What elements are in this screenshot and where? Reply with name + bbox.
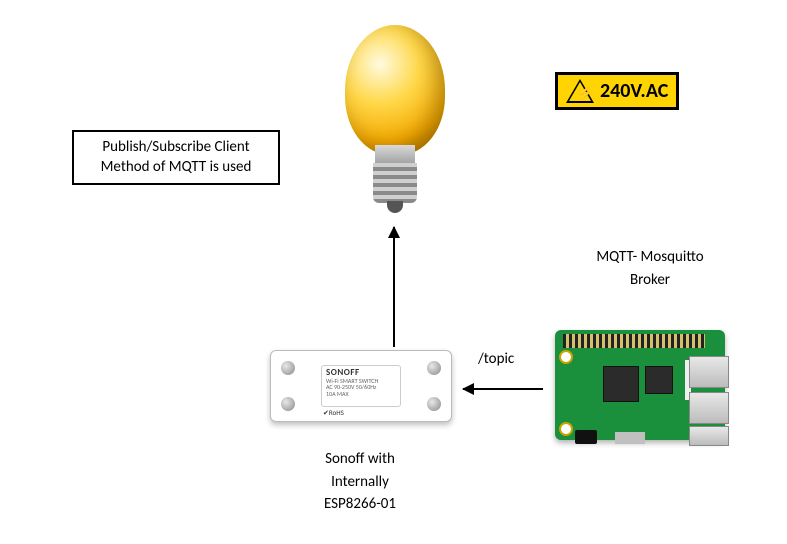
sonoff-panel: SONOFF Wi-Fi SMART SWITCHAC 90-250V 50/6… — [321, 365, 401, 407]
mount-hole-icon — [559, 422, 573, 436]
audio-jack — [575, 430, 597, 444]
textbox-line1: Publish/Subscribe Client — [84, 138, 268, 158]
screw-icon — [427, 361, 441, 375]
bulb-glass — [345, 25, 445, 155]
lightning-icon: ⚡ — [576, 85, 593, 102]
voltage-warning-sign: ⚡ 240V.AC — [555, 72, 679, 110]
sonoff-switch-node: SONOFF Wi-Fi SMART SWITCHAC 90-250V 50/6… — [270, 350, 452, 422]
usb-port — [689, 356, 729, 388]
mount-hole-icon — [559, 350, 573, 364]
sonoff-label: Sonoff with Internally ESP8266-01 — [300, 448, 420, 516]
sonoff-label-line2: Internally — [300, 471, 420, 494]
sonoff-label-line1: Sonoff with — [300, 448, 420, 471]
screw-icon — [281, 361, 295, 375]
bulb-screw-base — [373, 163, 417, 203]
arrowhead-left-icon — [462, 383, 474, 395]
broker-line2: Broker — [570, 269, 730, 292]
arrow-sonoff-to-bulb — [393, 227, 395, 347]
gpio-header — [563, 334, 705, 348]
usb-port — [689, 392, 729, 424]
ethernet-port — [689, 426, 729, 446]
screw-icon — [427, 397, 441, 411]
broker-label: MQTT- Mosquitto Broker — [570, 246, 730, 291]
ram-chip — [645, 366, 673, 394]
warning-triangle-icon: ⚡ — [566, 79, 594, 103]
screw-icon — [281, 397, 295, 411]
mqtt-method-textbox: Publish/Subscribe Client Method of MQTT … — [72, 130, 280, 185]
bulb-tip — [387, 201, 403, 213]
arrow-rpi-to-sonoff — [463, 388, 543, 390]
soc-chip — [603, 366, 639, 402]
sonoff-spec-text: Wi-Fi SMART SWITCHAC 90-250V 50/60Hz10A … — [326, 378, 396, 398]
sonoff-label-line3: ESP8266-01 — [300, 493, 420, 516]
voltage-text: 240V.AC — [600, 79, 668, 103]
bulb-neck — [375, 145, 415, 165]
broker-line1: MQTT- Mosquitto — [570, 246, 730, 269]
raspberry-pi-node — [555, 330, 725, 440]
rohs-mark: ✔RoHS — [323, 408, 344, 417]
hdmi-port — [615, 432, 645, 444]
textbox-line2: Method of MQTT is used — [84, 158, 268, 178]
topic-text: /topic — [478, 350, 514, 368]
lightbulb-node — [330, 25, 460, 225]
topic-label: /topic — [478, 348, 514, 371]
arrowhead-up-icon — [388, 226, 400, 238]
